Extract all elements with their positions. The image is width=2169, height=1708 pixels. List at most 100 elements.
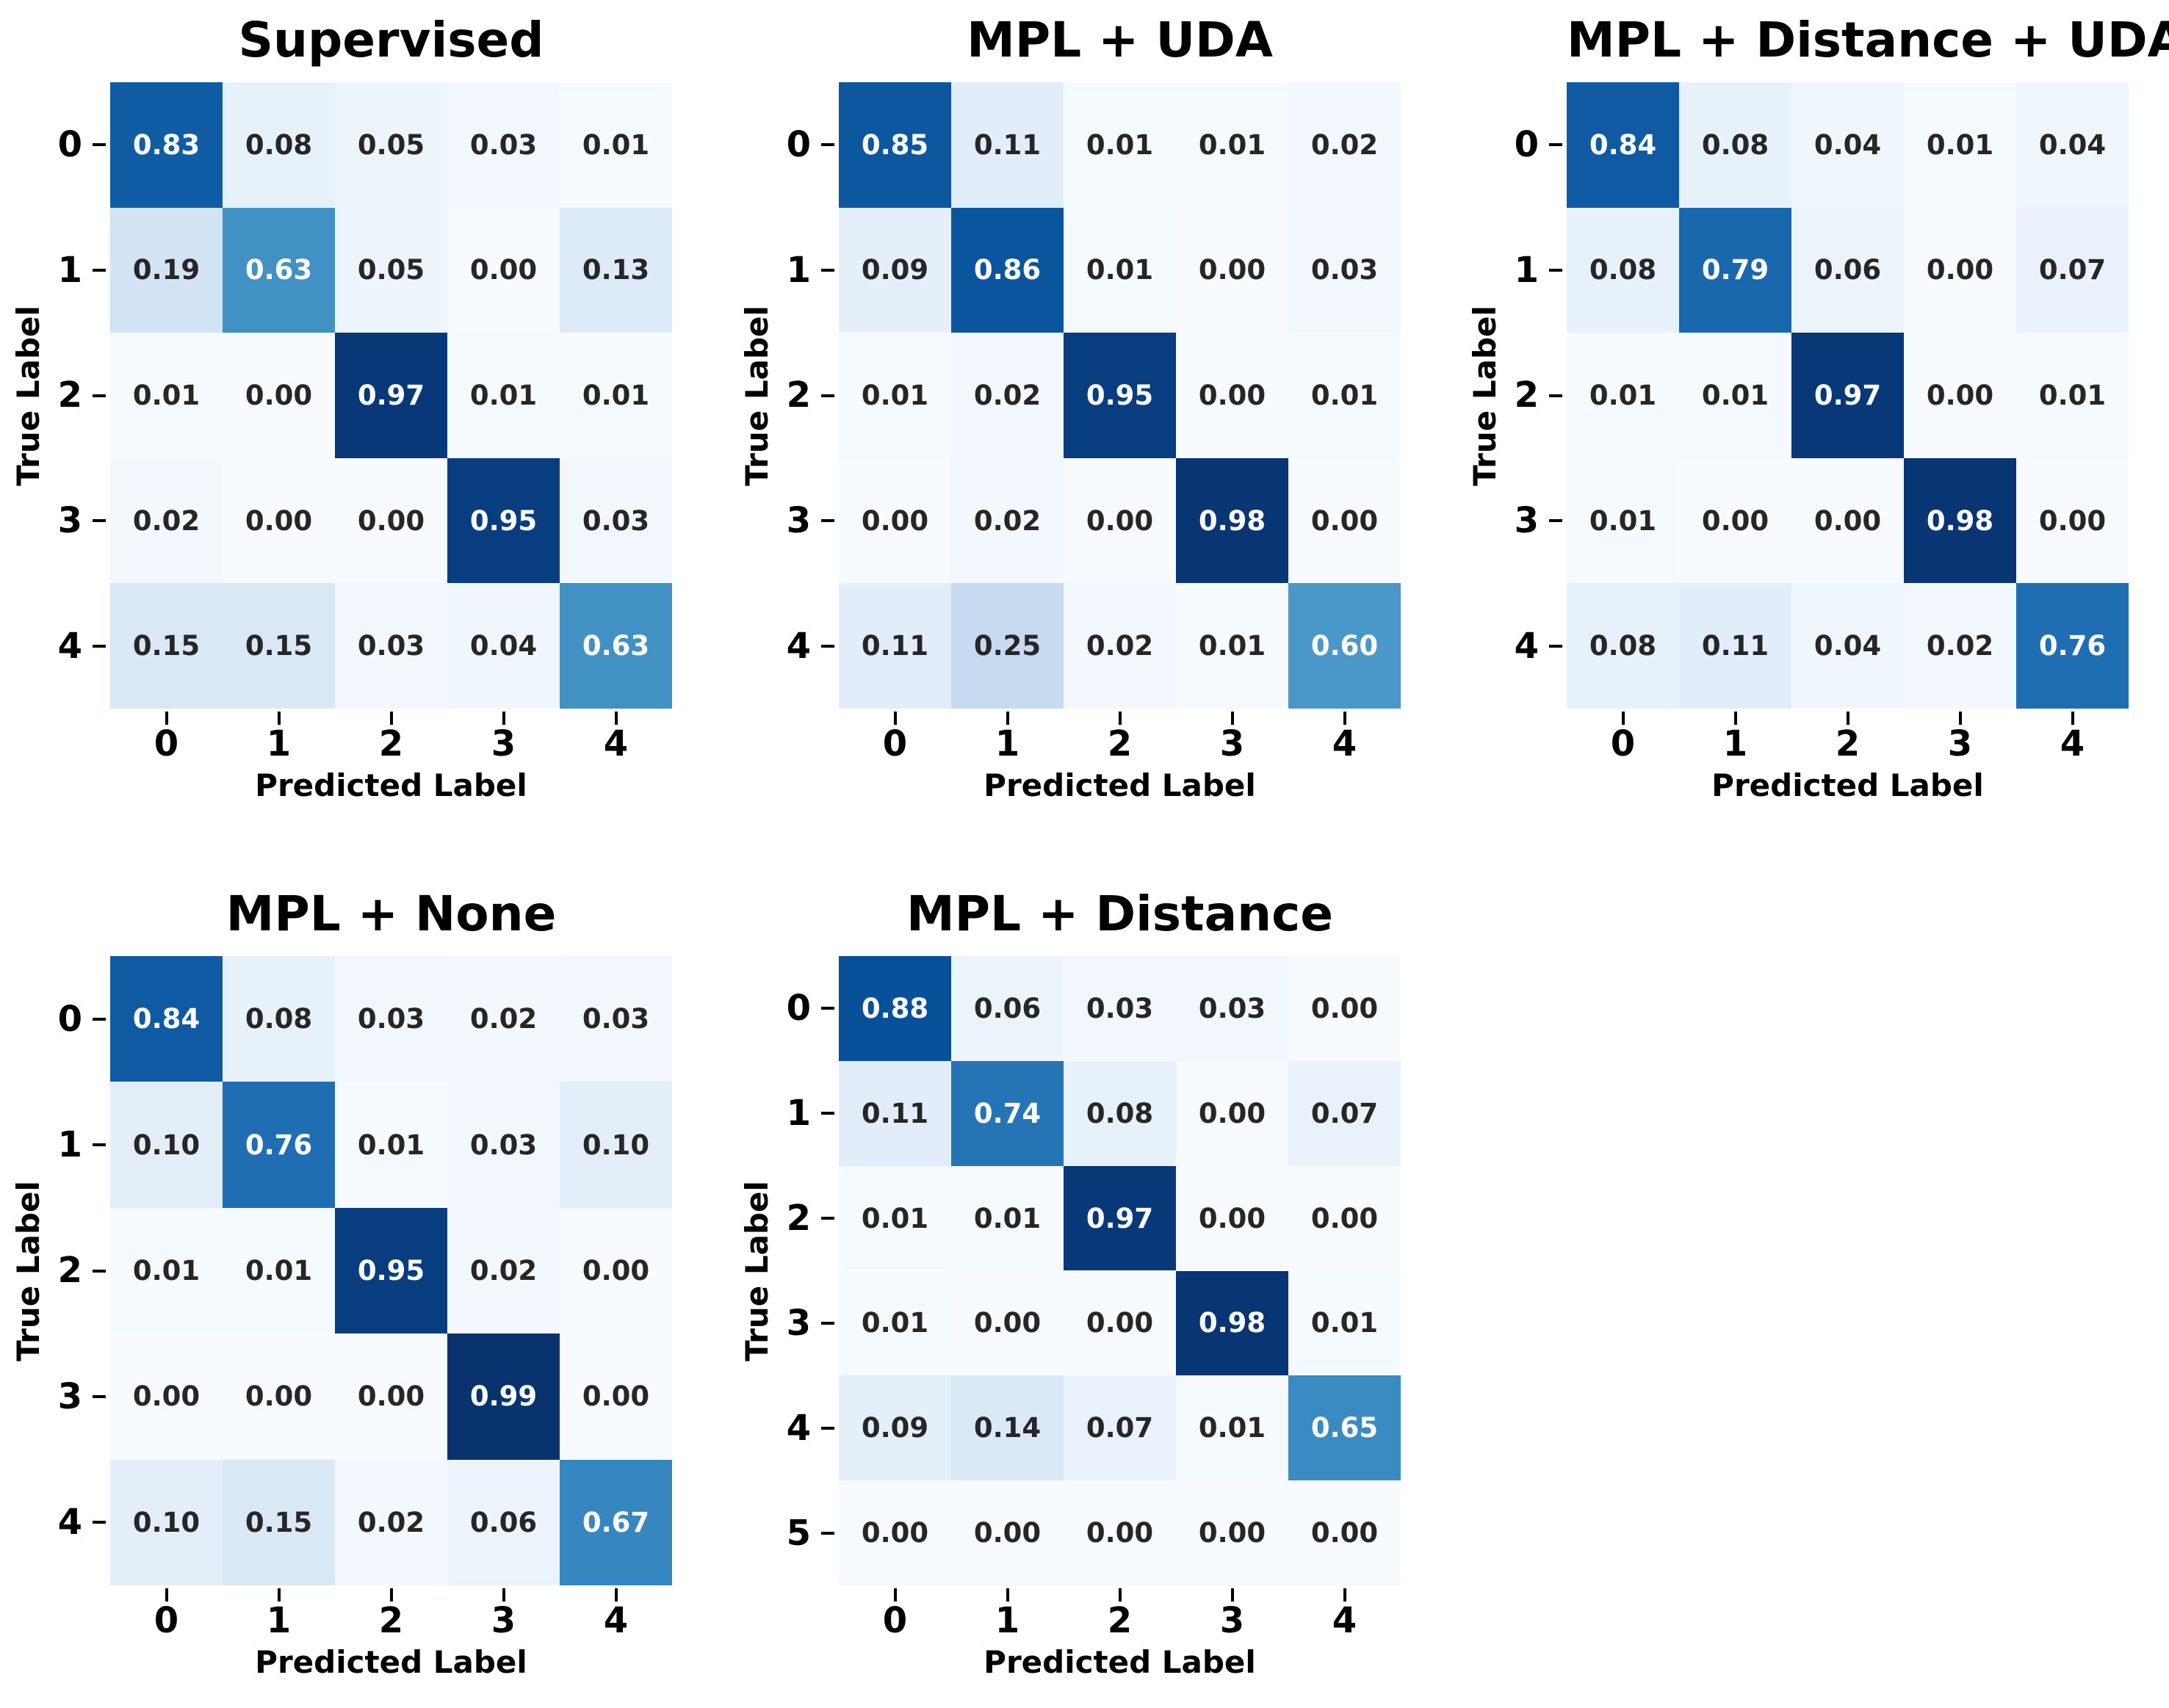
- matrix-cell: 0.01: [1176, 82, 1288, 208]
- matrix-cell: 0.00: [560, 1334, 672, 1460]
- matrix-cell: 0.03: [1064, 956, 1176, 1061]
- y-tick-label: 0: [786, 988, 811, 1029]
- matrix-cell: 0.01: [335, 1082, 447, 1208]
- matrix-cell: 0.04: [1791, 583, 1904, 709]
- y-tick-label: 2: [786, 374, 811, 416]
- matrix-cell: 0.97: [1064, 1165, 1176, 1271]
- panel-title: MPL + Distance: [906, 886, 1333, 942]
- x-tick-label: 0: [1610, 723, 1636, 764]
- matrix-cell: 0.01: [447, 333, 560, 458]
- matrix-cell: 0.01: [1904, 82, 2016, 208]
- matrix-cell: 0.02: [447, 1207, 560, 1334]
- y-tick-mark: [821, 394, 834, 397]
- x-tick-mark: [1343, 712, 1346, 725]
- matrix-cell: 0.02: [951, 333, 1064, 458]
- y-tick-mark: [93, 1269, 106, 1273]
- y-tick-mark: [93, 644, 106, 648]
- matrix-cell: 0.65: [1288, 1375, 1401, 1481]
- matrix-cell: 0.00: [110, 1334, 223, 1460]
- x-tick-mark: [502, 1588, 505, 1602]
- matrix-cell: 0.67: [560, 1459, 672, 1585]
- y-tick-mark: [1549, 519, 1562, 523]
- x-tick-mark: [389, 712, 393, 725]
- matrix-cell: 0.01: [839, 333, 951, 458]
- matrix-cell: 0.01: [223, 1207, 335, 1334]
- x-tick-mark: [893, 1588, 897, 1602]
- x-tick-label: 4: [1332, 723, 1357, 764]
- x-tick-mark: [1118, 1588, 1122, 1602]
- x-tick-label: 3: [1219, 723, 1245, 764]
- matrix-cell: 0.00: [839, 1480, 951, 1585]
- x-tick-mark: [1118, 712, 1122, 725]
- y-tick-label: 2: [57, 1250, 82, 1292]
- matrix-cell: 0.03: [560, 956, 672, 1082]
- matrix-cell: 0.05: [335, 82, 447, 208]
- matrix-cell: 0.00: [1679, 457, 1791, 584]
- matrix-cell: 0.01: [1064, 207, 1176, 333]
- panel-title: MPL + UDA: [967, 12, 1273, 68]
- matrix-cell: 0.00: [1288, 1480, 1401, 1585]
- matrix-cell: 0.00: [1176, 1480, 1288, 1585]
- y-tick-mark: [93, 1017, 106, 1021]
- matrix-cell: 0.97: [1791, 333, 1904, 458]
- x-tick-label: 4: [603, 723, 629, 764]
- x-tick-label: 2: [378, 1600, 404, 1641]
- matrix-cell: 0.11: [951, 82, 1064, 208]
- y-tick-label: 3: [786, 1302, 811, 1344]
- y-tick-label: 0: [57, 998, 82, 1040]
- x-tick-label: 2: [1107, 1600, 1133, 1641]
- matrix-cell: 0.00: [335, 1334, 447, 1460]
- matrix-cell: 0.09: [839, 1375, 951, 1481]
- x-tick-label: 3: [1219, 1600, 1245, 1641]
- matrix-cell: 0.03: [1176, 956, 1288, 1061]
- matrix-cell: 0.08: [223, 956, 335, 1082]
- matrix-cell: 0.06: [1791, 207, 1904, 333]
- matrix-cell: 0.08: [1567, 583, 1679, 709]
- matrix-cell: 0.01: [2016, 333, 2129, 458]
- x-tick-label: 0: [882, 723, 908, 764]
- y-tick-label: 2: [1514, 374, 1539, 416]
- matrix-cell: 0.11: [839, 583, 951, 709]
- matrix-cell: 0.19: [110, 207, 223, 333]
- matrix-cell: 0.01: [1567, 333, 1679, 458]
- matrix-cell: 0.02: [1064, 583, 1176, 709]
- x-tick-mark: [1958, 712, 1962, 725]
- matrix-cell: 0.09: [839, 207, 951, 333]
- matrix-cell: 0.86: [951, 207, 1064, 333]
- x-tick-mark: [277, 1588, 281, 1602]
- y-tick-label: 3: [1514, 500, 1539, 542]
- matrix-cell: 0.01: [1064, 82, 1176, 208]
- matrix-cell: 0.00: [2016, 457, 2129, 584]
- y-tick-mark: [93, 1521, 106, 1524]
- matrix-cell: 0.05: [335, 207, 447, 333]
- matrix-cell: 0.01: [839, 1270, 951, 1376]
- matrix-cell: 0.03: [447, 82, 560, 208]
- x-axis-label: Predicted Label: [984, 1644, 1256, 1680]
- matrix-cell: 0.03: [335, 583, 447, 709]
- x-tick-mark: [1343, 1588, 1346, 1602]
- x-tick-label: 1: [1722, 723, 1748, 764]
- x-tick-mark: [893, 712, 897, 725]
- matrix-cell: 0.00: [1064, 1480, 1176, 1585]
- y-tick-mark: [821, 1217, 834, 1220]
- matrix-cell: 0.84: [1567, 82, 1679, 208]
- matrix-cell: 0.03: [447, 1082, 560, 1208]
- matrix-cell: 0.99: [447, 1334, 560, 1460]
- y-tick-label: 4: [786, 625, 811, 667]
- matrix-cell: 0.02: [1904, 583, 2016, 709]
- matrix-cell: 0.98: [1904, 457, 2016, 584]
- y-tick-label: 0: [1514, 124, 1539, 166]
- matrix-cell: 0.00: [1288, 956, 1401, 1061]
- matrix-cell: 0.95: [447, 457, 560, 584]
- x-tick-label: 2: [378, 723, 404, 764]
- matrix-cell: 0.00: [223, 457, 335, 584]
- x-tick-mark: [165, 1588, 168, 1602]
- x-tick-label: 1: [995, 1600, 1020, 1641]
- matrix-cell: 0.00: [1288, 457, 1401, 584]
- y-tick-label: 4: [1514, 625, 1539, 667]
- x-tick-label: 1: [266, 723, 292, 764]
- y-tick-label: 1: [1514, 249, 1539, 291]
- matrix-cell: 0.00: [839, 457, 951, 584]
- matrix-cell: 0.01: [1567, 457, 1679, 584]
